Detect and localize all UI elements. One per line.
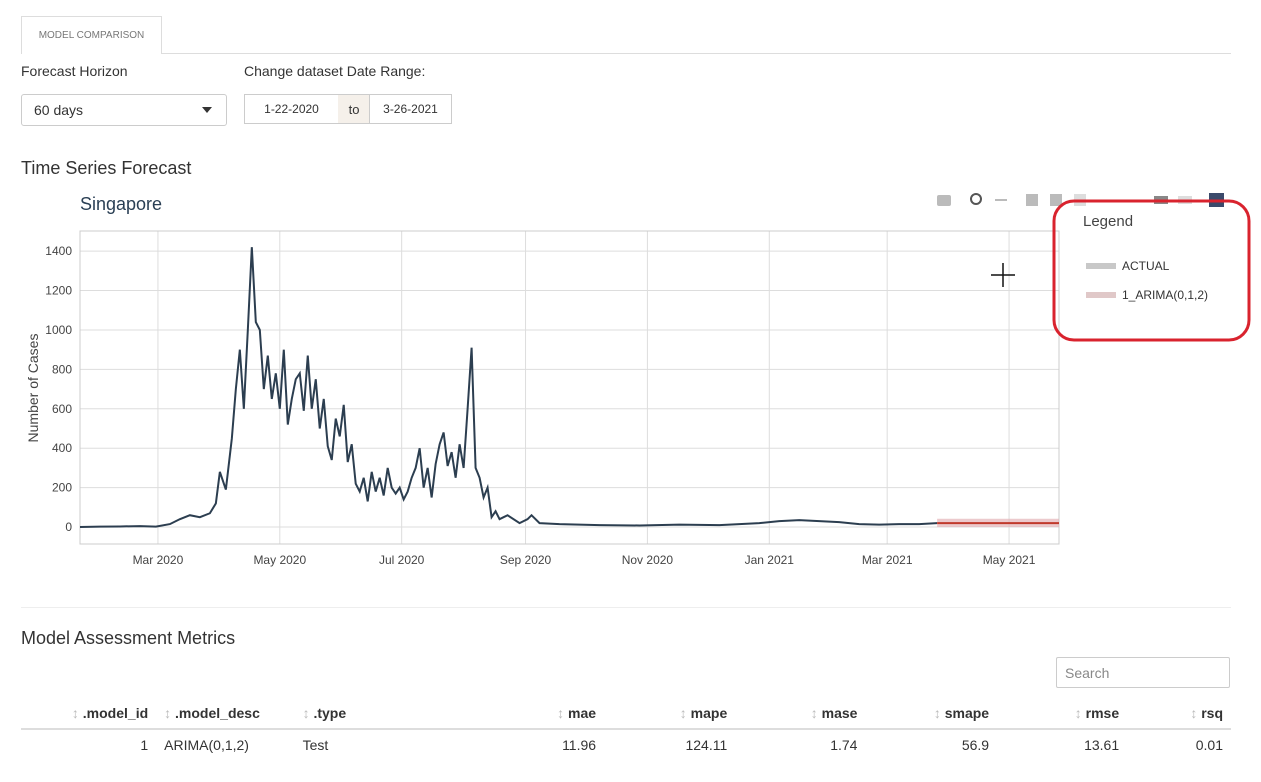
y-tick-label: 1400 (45, 244, 72, 258)
table-cell: ARIMA(0,1,2) (164, 737, 249, 753)
table-cell: Test (302, 737, 329, 753)
x-tick-label: Sep 2020 (500, 553, 552, 567)
table-row: 1 ARIMA(0,1,2) Test 11.96 124.11 1.74 56.9 13.6… (21, 729, 1231, 760)
crosshair (991, 263, 1015, 287)
table-cell: 0.01 (1195, 737, 1223, 753)
y-tick-label: 1200 (45, 284, 72, 298)
y-tick-label: 600 (52, 402, 72, 416)
highlight (1052, 199, 1251, 342)
y-tick-label: 0 (65, 520, 72, 534)
dropdown-value: 60 days (34, 102, 84, 118)
caret (202, 107, 212, 118)
icon[interactable] (1050, 194, 1062, 206)
sort-icon: ↕ (679, 705, 691, 721)
sort-icon: ↕ (164, 705, 176, 721)
column-header[interactable]: ↕ .model_desc (156, 698, 295, 730)
column-header[interactable]: ↕ .model_id (21, 698, 157, 730)
icon[interactable] (970, 193, 982, 205)
legend-title: Legend (1083, 213, 1133, 230)
table-cell: 1.74 (830, 737, 858, 753)
column-header[interactable]: ↕ .type (294, 698, 483, 730)
section-title: Time Series Forecast (21, 158, 192, 178)
table-cell: 13.61 (1084, 737, 1120, 753)
divider (21, 53, 1231, 54)
icon[interactable] (937, 195, 951, 206)
plot-frame (79, 230, 1060, 545)
sort-icon: ↕ (71, 705, 83, 721)
icon[interactable] (995, 199, 1007, 201)
label: Forecast Horizon (21, 63, 128, 79)
y-axis-label: Number of Cases (25, 334, 41, 443)
column-header[interactable]: ↕ mape (604, 698, 736, 730)
column-header[interactable]: ↕ rmse (997, 698, 1128, 730)
column-header[interactable]: ↕ rsq (1127, 698, 1231, 730)
chart: Singapore Number of Cases Legend 0 200 400… (25, 193, 1251, 567)
sort-icon: ↕ (933, 705, 945, 721)
table-cell: 11.96 (562, 737, 597, 753)
x-tick-label: Jul 2020 (379, 553, 425, 567)
legend-label: 1_ARIMA(0,1,2) (1122, 288, 1208, 302)
y-tick-label: 800 (52, 362, 72, 376)
section-title: Model Assessment Metrics (21, 628, 236, 648)
metrics-table: ↕ .model_id ↕ .model_desc ↕ .type ↕ mae ↕ ma… (21, 698, 1231, 760)
chart-title: Singapore (80, 194, 162, 214)
y-tick-label: 200 (52, 481, 72, 495)
dropdown[interactable]: 60 days (21, 94, 227, 126)
column-header[interactable]: ↕ smape (865, 698, 998, 730)
x-tick-label: Jan 2021 (745, 553, 795, 567)
column-header[interactable]: ↕ mae (482, 698, 605, 730)
header-row: ↕ .model_id ↕ .model_desc ↕ .type ↕ mae ↕ ma… (21, 698, 1231, 730)
x-tick-label: May 2021 (983, 553, 1036, 567)
x-tick-label: May 2020 (253, 553, 306, 567)
x-tick-label: Mar 2021 (862, 553, 913, 567)
series-line (79, 247, 938, 529)
sort-icon: ↕ (302, 705, 314, 721)
sort-icon: ↕ (1074, 705, 1086, 721)
x-tick-label: Nov 2020 (622, 553, 674, 567)
sort-icon: ↕ (557, 705, 569, 721)
tab[interactable]: MODEL COMPARISON (21, 16, 162, 54)
table-cell: 1 (140, 737, 149, 753)
table-cell: 56.9 (961, 737, 990, 753)
legend-label: ACTUAL (1122, 259, 1170, 273)
sort-icon: ↕ (1190, 705, 1202, 721)
y-tick-label: 400 (52, 441, 72, 455)
sort-icon: ↕ (810, 705, 822, 721)
date-input[interactable]: 3-26-2021 (369, 94, 452, 124)
icon[interactable] (1026, 194, 1038, 206)
y-tick-label: 1000 (45, 323, 72, 337)
table-cell: 124.11 (685, 737, 728, 753)
range-sep: to (338, 94, 370, 124)
divider (21, 607, 1231, 608)
x-tick-label: Mar 2020 (133, 553, 184, 567)
label: Change dataset Date Range: (244, 63, 426, 79)
search-box[interactable]: Search (1056, 657, 1230, 688)
column-header[interactable]: ↕ mase (735, 698, 866, 730)
